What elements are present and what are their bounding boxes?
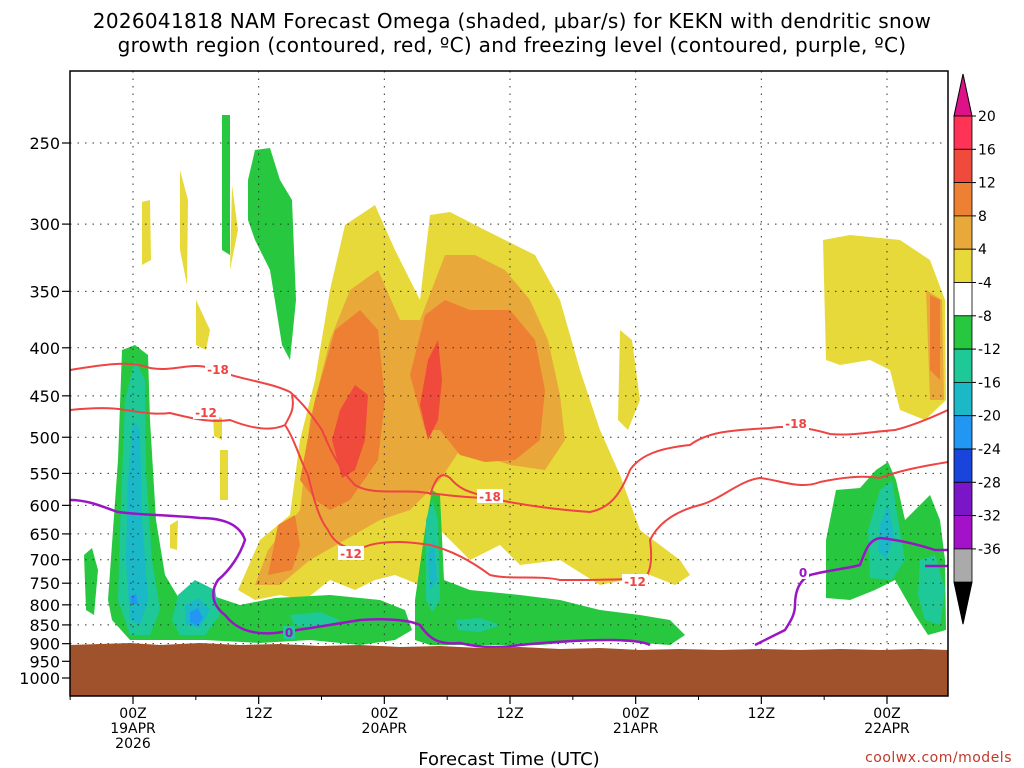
x-tick-label-72-0: 00Z xyxy=(873,706,900,722)
omega-band-12-16 xyxy=(268,295,940,575)
y-tick-label-300: 300 xyxy=(29,215,60,234)
colorbar-label-4: 4 xyxy=(978,242,987,258)
x-axis-label: Forecast Time (UTC) xyxy=(418,749,599,768)
colorbar-label-8: -16 xyxy=(978,375,1001,391)
x-tick-label-72-1: 22APR xyxy=(864,721,910,737)
contour-label-neg18-c: -18 xyxy=(785,417,807,431)
y-tick-label-800: 800 xyxy=(29,596,60,615)
x-tick-label-48-1: 21APR xyxy=(613,721,659,737)
x-tick-label-60-0: 12Z xyxy=(748,706,775,722)
x-tick-label-12-0: 12Z xyxy=(245,706,272,722)
omega-band-neg16-neg20 xyxy=(130,594,203,626)
surface-terrain xyxy=(70,643,948,696)
contour-label-zero-a: 0 xyxy=(285,626,293,640)
plot-frame xyxy=(69,70,949,697)
y-tick-label-400: 400 xyxy=(29,339,60,358)
colorbar-label-10: -24 xyxy=(978,442,1001,458)
contour-label-neg12-a: -12 xyxy=(195,406,217,420)
colorbar-under-triangle xyxy=(953,581,973,625)
contour-label-neg12-c: -12 xyxy=(624,575,646,589)
y-tick-label-1000: 1000 xyxy=(19,669,60,688)
y-tick-label-900: 900 xyxy=(29,635,60,654)
colorbar-label-7: -12 xyxy=(978,342,1001,358)
colorbar-label-0: 20 xyxy=(978,109,996,125)
chart-title-line1: 2026041818 NAM Forecast Omega (shaded, µ… xyxy=(93,9,931,33)
colorbar-label-2: 12 xyxy=(978,176,996,192)
colorbar-segment-7 xyxy=(953,348,973,383)
colorbar-label-6: -8 xyxy=(978,309,992,325)
colorbar: 20 16 12 8 4 -4 -8 -12 -16 -20 -24 -28 -32 -36 xyxy=(953,73,1001,625)
x-tick-label-24-0: 00Z xyxy=(371,706,398,722)
colorbar-segment-6 xyxy=(953,315,973,350)
colorbar-segment-3 xyxy=(953,215,973,250)
colorbar-label-12: -32 xyxy=(978,509,1001,525)
y-tick-label-250: 250 xyxy=(29,134,60,153)
y-tick-label-450: 450 xyxy=(29,387,60,406)
colorbar-label-9: -20 xyxy=(978,409,1001,425)
contour-label-neg12-b: -12 xyxy=(340,547,362,561)
contour-labels: -18 -12 -18 -12 -18 -12 0 0 xyxy=(193,362,809,640)
colorbar-over-triangle xyxy=(953,73,973,117)
colorbar-label-1: 16 xyxy=(978,142,996,158)
watermark: coolwx.com/models xyxy=(865,750,1012,766)
colorbar-segment-12 xyxy=(953,515,973,550)
y-tick-label-850: 850 xyxy=(29,616,60,635)
y-tick-label-600: 600 xyxy=(29,496,60,515)
contour-label-neg18-b: -18 xyxy=(479,490,501,504)
colorbar-segment-10 xyxy=(953,448,973,483)
x-tick-label-0-0: 00Z xyxy=(119,706,146,722)
y-tick-label-550: 550 xyxy=(29,464,60,483)
contour-label-neg18-a: -18 xyxy=(207,363,229,377)
contour-label-zero-b: 0 xyxy=(799,566,807,580)
y-tick-label-700: 700 xyxy=(29,551,60,570)
x-tick-label-0-1: 19APR xyxy=(110,721,156,737)
colorbar-segment-5 xyxy=(953,282,973,317)
omega-band-16-20 xyxy=(332,340,442,478)
x-tick-label-0-2: 2026 xyxy=(115,736,151,752)
colorbar-label-5: -4 xyxy=(978,276,992,292)
y-tick-label-750: 750 xyxy=(29,574,60,593)
chart-title-line2: growth region (contoured, red, ºC) and f… xyxy=(118,33,907,57)
colorbar-label-13: -36 xyxy=(978,542,1001,558)
plot-area xyxy=(70,71,948,696)
freezing-level-contours xyxy=(70,498,948,649)
colorbar-segment-0 xyxy=(953,115,973,150)
colorbar-segment-4 xyxy=(953,248,973,283)
colorbar-segment-1 xyxy=(953,148,973,184)
y-tick-label-650: 650 xyxy=(29,525,60,544)
colorbar-segment-2 xyxy=(953,182,973,217)
colorbar-segment-8 xyxy=(953,381,973,417)
x-tick-label-24-1: 20APR xyxy=(362,721,408,737)
colorbar-segment-9 xyxy=(953,415,973,450)
colorbar-label-3: 8 xyxy=(978,209,987,225)
y-tick-label-350: 350 xyxy=(29,282,60,301)
colorbar-segment-11 xyxy=(953,481,973,516)
y-tick-label-950: 950 xyxy=(29,652,60,671)
y-tick-label-500: 500 xyxy=(29,428,60,447)
y-axis: 2503003504004505005506006507007508008509… xyxy=(19,134,70,688)
colorbar-segment-13 xyxy=(953,548,973,583)
colorbar-label-11: -28 xyxy=(978,475,1001,491)
x-tick-label-48-0: 00Z xyxy=(622,706,649,722)
x-tick-label-36-0: 12Z xyxy=(496,706,523,722)
